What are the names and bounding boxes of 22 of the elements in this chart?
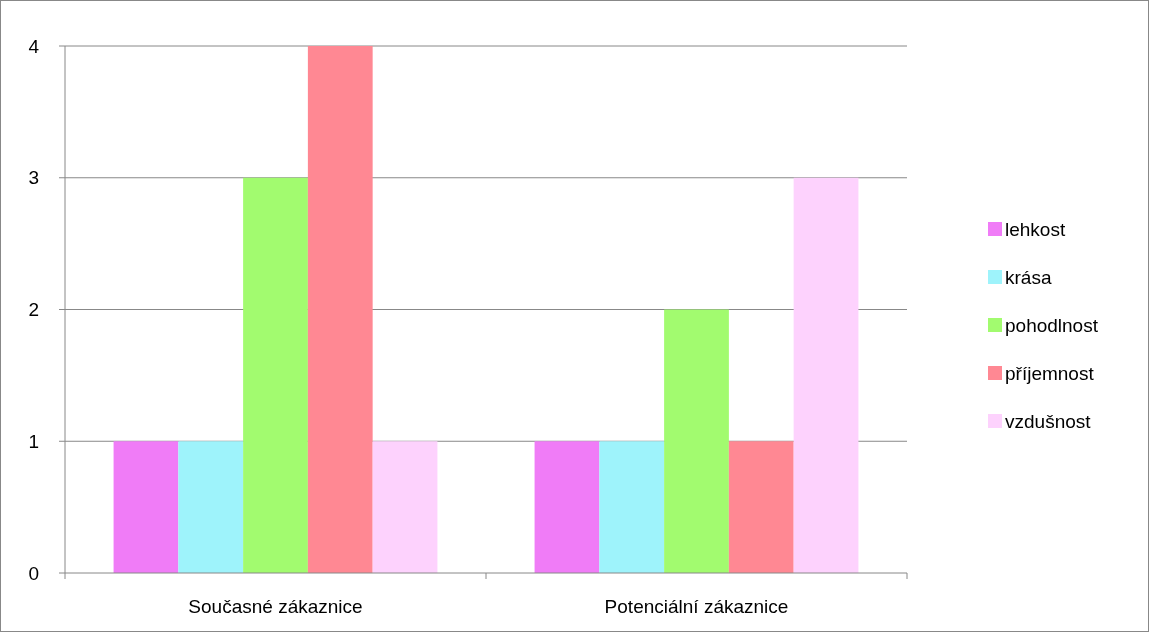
- y-tick-label: 1: [28, 430, 39, 452]
- legend-label: lehkost: [1005, 218, 1066, 240]
- x-tick-label: Potenciální zákaznice: [604, 596, 789, 617]
- y-tick-label: 0: [28, 562, 39, 584]
- bar: [728, 441, 794, 573]
- y-tick-label: 2: [28, 299, 39, 321]
- bar: [534, 441, 600, 573]
- y-tick-label: 3: [28, 167, 39, 189]
- bar: [178, 441, 244, 573]
- y-tick-label: 4: [28, 35, 40, 57]
- bar: [372, 441, 438, 573]
- bar: [307, 46, 373, 573]
- legend-label: vzdušnost: [1005, 410, 1092, 432]
- legend-label: příjemnost: [1005, 362, 1095, 384]
- bar: [793, 177, 859, 573]
- bar: [664, 309, 729, 573]
- bar: [113, 441, 179, 573]
- legend-label: pohodlnost: [1005, 314, 1099, 336]
- bar: [243, 177, 308, 573]
- bar: [599, 441, 665, 573]
- x-tick-label: Současné zákaznice: [188, 596, 363, 617]
- legend-label: krása: [1005, 266, 1052, 288]
